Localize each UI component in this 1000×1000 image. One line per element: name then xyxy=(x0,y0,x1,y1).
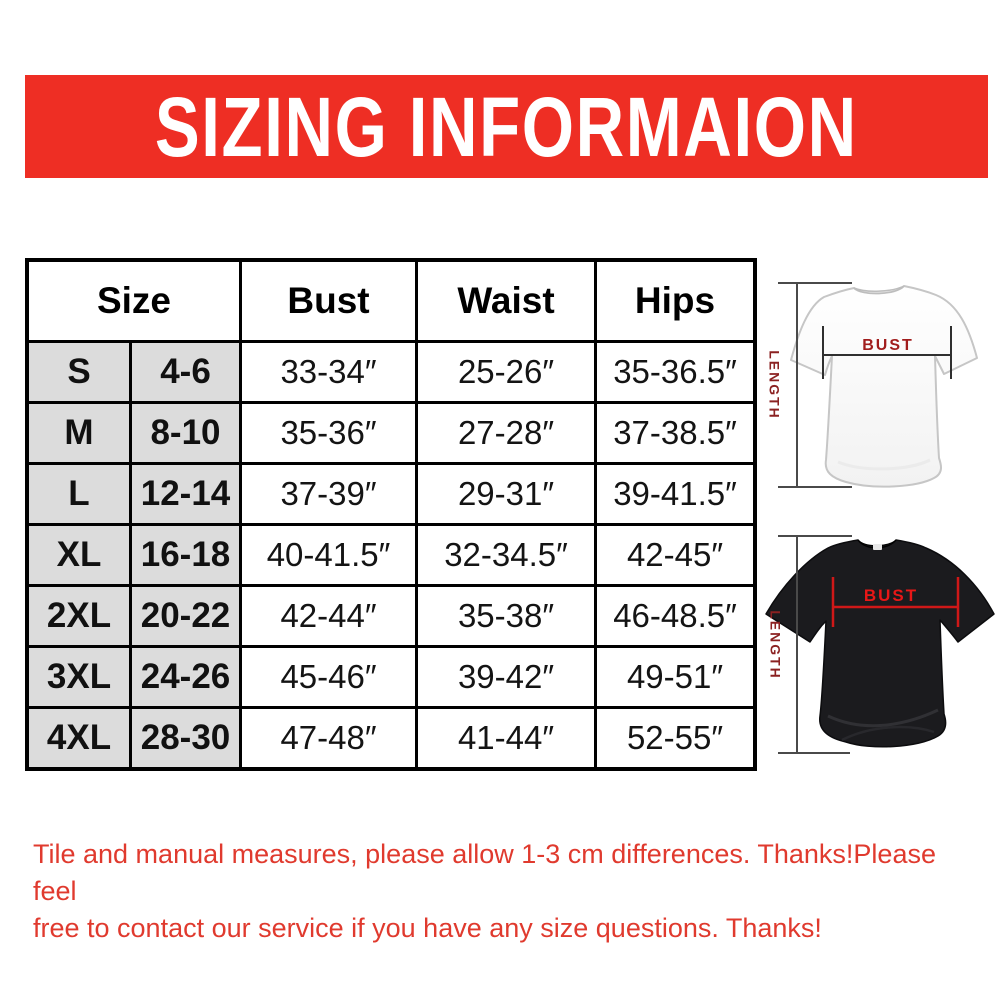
size-range-cell: 24-26 xyxy=(132,648,239,706)
footnote: Tile and manual measures, please allow 1… xyxy=(33,836,985,947)
bust-label: BUST xyxy=(862,337,914,354)
hips-cell: 39-41.5″ xyxy=(597,465,753,523)
hips-cell: 35-36.5″ xyxy=(597,343,753,401)
size-range-cell: 28-30 xyxy=(132,709,239,767)
hem-twist xyxy=(827,708,939,728)
waist-cell: 27-28″ xyxy=(418,404,594,462)
hips-cell: 46-48.5″ xyxy=(597,587,753,645)
size-label-cell: M xyxy=(29,404,129,462)
length-label: LENGTH xyxy=(767,610,783,680)
col-header-bust: Bust xyxy=(242,262,415,340)
footnote-line-1: Tile and manual measures, please allow 1… xyxy=(33,839,936,906)
size-range-cell: 20-22 xyxy=(132,587,239,645)
size-range-cell: 16-18 xyxy=(132,526,239,584)
banner-title: SIZING INFORMAION xyxy=(155,79,858,174)
bust-cell: 37-39″ xyxy=(242,465,415,523)
size-chart-table: Size Bust Waist Hips S 4-6 33-34″ 25-26″… xyxy=(25,258,757,771)
collar xyxy=(857,539,897,549)
bust-cell: 45-46″ xyxy=(242,648,415,706)
collar xyxy=(853,285,905,295)
hips-cell: 37-38.5″ xyxy=(597,404,753,462)
size-label-cell: L xyxy=(29,465,129,523)
bust-cell: 42-44″ xyxy=(242,587,415,645)
waist-cell: 25-26″ xyxy=(418,343,594,401)
bust-cell: 35-36″ xyxy=(242,404,415,462)
size-range-cell: 8-10 xyxy=(132,404,239,462)
waist-cell: 41-44″ xyxy=(418,709,594,767)
waist-cell: 35-38″ xyxy=(418,587,594,645)
black-tshirt-shape xyxy=(765,539,995,748)
hem-twist-2 xyxy=(841,725,935,742)
white-tshirt-shape xyxy=(790,285,978,488)
col-header-waist: Waist xyxy=(418,262,594,340)
footnote-line-2: free to contact our service if you have … xyxy=(33,913,822,943)
waist-cell: 32-34.5″ xyxy=(418,526,594,584)
size-label-cell: 3XL xyxy=(29,648,129,706)
sizing-banner: SIZING INFORMAION xyxy=(25,75,988,178)
size-label-cell: XL xyxy=(29,526,129,584)
size-label-cell: S xyxy=(29,343,129,401)
size-range-cell: 4-6 xyxy=(132,343,239,401)
length-label: LENGTH xyxy=(766,350,782,420)
white-tshirt-diagram: LENGTH BUST xyxy=(758,254,998,506)
col-header-hips: Hips xyxy=(597,262,753,340)
size-label-cell: 2XL xyxy=(29,587,129,645)
hips-cell: 42-45″ xyxy=(597,526,753,584)
bust-label: BUST xyxy=(864,586,918,605)
hips-cell: 49-51″ xyxy=(597,648,753,706)
waist-cell: 29-31″ xyxy=(418,465,594,523)
bust-cell: 47-48″ xyxy=(242,709,415,767)
col-header-size: Size xyxy=(29,262,239,340)
collar-tag xyxy=(873,544,882,550)
hem-wrinkle xyxy=(837,458,931,471)
size-range-cell: 12-14 xyxy=(132,465,239,523)
black-tshirt-diagram: LENGTH BUST xyxy=(750,520,1000,792)
hips-cell: 52-55″ xyxy=(597,709,753,767)
bust-cell: 40-41.5″ xyxy=(242,526,415,584)
bust-cell: 33-34″ xyxy=(242,343,415,401)
waist-cell: 39-42″ xyxy=(418,648,594,706)
size-label-cell: 4XL xyxy=(29,709,129,767)
